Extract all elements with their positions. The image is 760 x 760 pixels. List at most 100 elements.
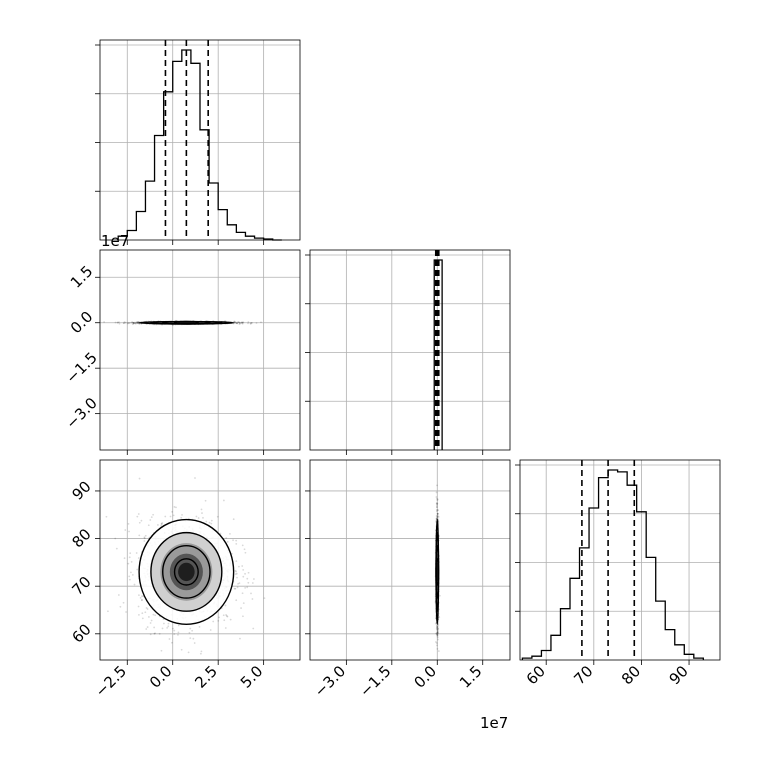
scatter-point <box>236 322 238 325</box>
scatter-point <box>219 532 222 535</box>
scatter-point <box>242 615 244 618</box>
scatter-point <box>171 324 174 327</box>
scatter-point <box>222 499 225 502</box>
scatter-point <box>244 572 246 575</box>
scatter-point <box>132 322 135 324</box>
scatter-point <box>114 537 117 540</box>
scatter-point <box>131 323 134 326</box>
scatter-point <box>197 517 200 519</box>
scatter-point <box>195 515 198 518</box>
scatter-point <box>436 634 439 637</box>
scatter-point <box>128 321 131 324</box>
scatter-point <box>131 321 134 323</box>
scatter-point <box>436 634 439 636</box>
scatter-point <box>134 321 136 324</box>
scatter-point <box>436 636 439 639</box>
scatter-point <box>437 650 440 652</box>
scatter-point <box>236 576 238 579</box>
scatter-point <box>200 650 203 653</box>
scatter-point <box>136 321 139 323</box>
scatter-point <box>435 632 438 635</box>
scatter-point <box>137 557 140 559</box>
scatter-point <box>153 632 156 635</box>
scatter-point <box>210 519 213 522</box>
scatter-point <box>234 587 237 590</box>
histogram-panel-1 <box>309 249 511 451</box>
scatter-point <box>247 321 250 323</box>
scatter-point <box>436 514 439 517</box>
scatter-point <box>131 574 134 576</box>
scatter-point <box>235 572 238 575</box>
scatter-point <box>192 637 195 640</box>
joint-panel-0-1 <box>99 249 301 451</box>
scatter-point <box>115 547 118 550</box>
scatter-point <box>435 509 438 511</box>
scatter-point <box>436 626 438 629</box>
scatter-point <box>434 622 437 625</box>
scatter-point <box>435 514 438 517</box>
scatter-point <box>436 498 439 501</box>
scatter-point <box>129 552 132 555</box>
scatter-point <box>241 321 244 324</box>
scatter-point <box>105 515 108 518</box>
scatter-point <box>144 611 147 614</box>
scatter-point <box>436 631 439 634</box>
scatter-point <box>114 321 117 324</box>
scatter-point <box>232 539 234 542</box>
scatter-point <box>146 608 149 610</box>
joint-panel-0-2 <box>99 459 301 661</box>
scatter-point <box>136 322 139 324</box>
scatter-point <box>436 628 438 631</box>
scatter-point <box>436 516 439 519</box>
scatter-point <box>436 509 439 511</box>
scatter-point <box>239 322 242 325</box>
scatter-point <box>169 515 172 518</box>
scatter-point <box>143 536 146 539</box>
scatter-point <box>204 499 207 502</box>
contour-line <box>138 518 235 625</box>
contour-line <box>150 531 223 612</box>
scatter-point <box>202 516 204 519</box>
scatter-point <box>436 497 438 500</box>
scatter-point <box>437 516 440 518</box>
scatter-point <box>134 322 137 324</box>
scatter-point <box>141 612 144 615</box>
scatter-point <box>127 562 130 565</box>
scatter-point <box>242 575 245 578</box>
scatter-point <box>253 578 255 580</box>
scatter-point <box>147 524 150 527</box>
scatter-point <box>218 616 220 619</box>
scatter-point <box>134 322 136 325</box>
scatter-point <box>217 620 220 622</box>
scatter-point <box>130 571 132 574</box>
scatter-point <box>244 586 247 589</box>
scatter-point <box>435 496 438 498</box>
scatter-point <box>435 624 438 627</box>
scatter-point <box>435 627 438 630</box>
scatter-point <box>252 627 255 630</box>
scatter-point <box>147 616 150 618</box>
scatter-point <box>149 519 152 521</box>
scatter-point <box>171 641 173 644</box>
scatter-point <box>226 615 229 618</box>
scatter-point <box>435 502 438 505</box>
scatter-point <box>235 570 238 573</box>
scatter-point <box>191 629 194 632</box>
scatter-point <box>436 631 439 634</box>
offset-text-p1-x: 1e7 <box>480 714 508 732</box>
scatter-point <box>436 513 439 515</box>
scatter-point <box>205 520 208 523</box>
scatter-point <box>167 625 170 628</box>
scatter-point <box>436 633 439 636</box>
scatter-point <box>132 321 135 324</box>
scatter-point <box>127 322 130 325</box>
contour-line <box>435 558 440 586</box>
scatter-point <box>180 648 183 651</box>
scatter-point <box>235 542 238 545</box>
scatter-point <box>138 322 141 325</box>
scatter-point <box>173 633 176 636</box>
scatter-point <box>233 320 236 323</box>
scatter-point <box>136 568 139 571</box>
scatter-point <box>216 515 219 518</box>
scatter-point <box>241 322 244 325</box>
